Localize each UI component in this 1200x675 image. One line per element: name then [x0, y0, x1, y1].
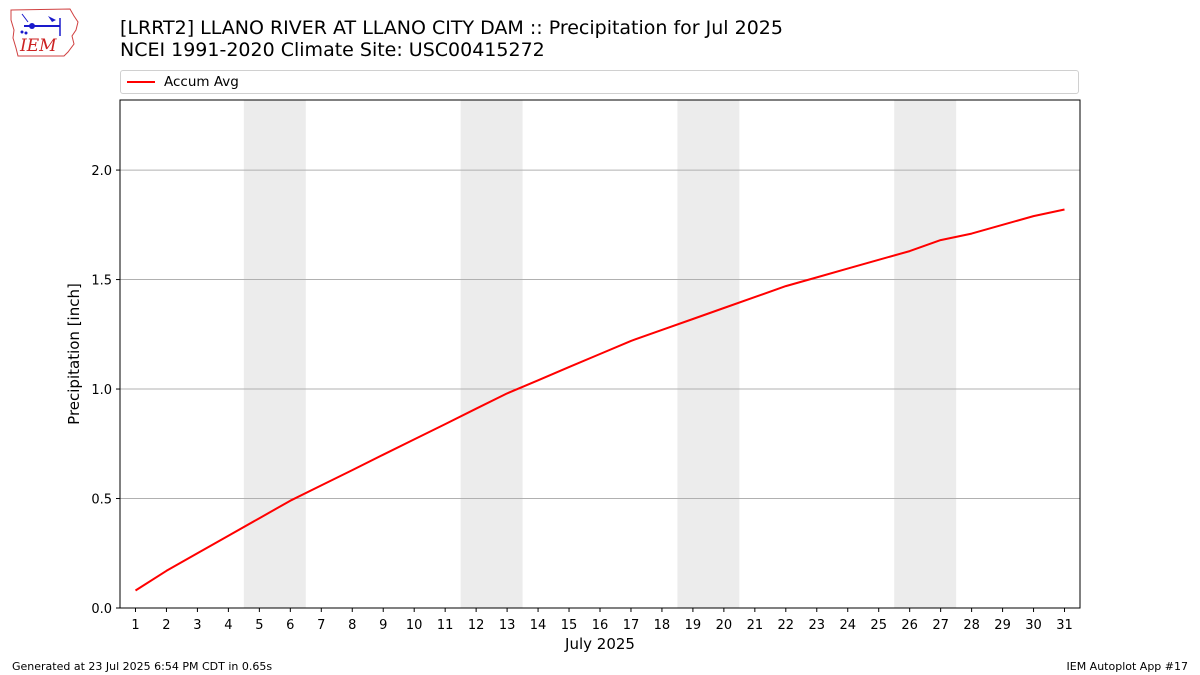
- x-tick-label: 25: [870, 618, 887, 633]
- x-axis-label: July 2025: [564, 635, 635, 653]
- x-tick-label: 11: [437, 618, 454, 633]
- x-tick-label: 6: [286, 618, 294, 633]
- logo-text: IEM: [19, 36, 57, 56]
- weekend-band: [677, 100, 740, 608]
- legend-label: Accum Avg: [164, 74, 239, 90]
- y-tick-label: 0.5: [91, 493, 112, 508]
- app-id-text: IEM Autoplot App #17: [1066, 660, 1189, 673]
- x-tick-label: 8: [348, 618, 356, 633]
- x-tick-label: 1: [131, 618, 139, 633]
- y-axis-label: Precipitation [inch]: [65, 283, 83, 425]
- x-tick-label: 26: [901, 618, 918, 633]
- x-tick-label: 31: [1056, 618, 1073, 633]
- x-tick-label: 28: [963, 618, 980, 633]
- x-tick-label: 9: [379, 618, 387, 633]
- y-tick-label: 2.0: [91, 164, 112, 179]
- weekend-band: [894, 100, 957, 608]
- y-tick-label: 1.5: [91, 274, 112, 289]
- x-tick-label: 22: [778, 618, 795, 633]
- iem-logo: IEM: [8, 6, 80, 58]
- x-tick-label: 4: [224, 618, 232, 633]
- x-tick-label: 7: [317, 618, 325, 633]
- weekend-band: [460, 100, 523, 608]
- generated-text: Generated at 23 Jul 2025 6:54 PM CDT in …: [12, 660, 273, 673]
- x-tick-label: 27: [932, 618, 949, 633]
- legend: Accum Avg: [120, 70, 1079, 94]
- x-tick-label: 21: [747, 618, 764, 633]
- legend-swatch: [127, 81, 155, 83]
- weekend-bands: [243, 100, 957, 608]
- x-tick-label: 2: [162, 618, 170, 633]
- weekend-band: [243, 100, 306, 608]
- y-tick-label: 0.0: [91, 602, 112, 617]
- x-tick-label: 30: [1025, 618, 1042, 633]
- x-tick-label: 17: [623, 618, 640, 633]
- series-line-accum-avg: [134, 208, 1065, 592]
- iem-iowa-logo-icon: IEM: [10, 8, 79, 57]
- x-tick-label: 13: [499, 618, 516, 633]
- x-tick-label: 12: [468, 618, 485, 633]
- grid-lines: [120, 169, 1080, 500]
- title-line-1: [LRRT2] LLANO RIVER AT LLANO CITY DAM ::…: [120, 17, 783, 39]
- x-tick-label: 3: [193, 618, 201, 633]
- x-tick-label: 16: [592, 618, 609, 633]
- x-tick-label: 14: [530, 618, 547, 633]
- x-tick-label: 15: [561, 618, 578, 633]
- x-tick-label: 19: [685, 618, 702, 633]
- x-axis: 1 2 3 4 5 6 7 8 9 10 11 12 13 14 15 16 17 18 19 20 21 22 23 24 2…: [131, 608, 1073, 633]
- y-axis: 0.0 0.5 1.0 1.5 2.0: [91, 164, 120, 617]
- chart-title: [LRRT2] LLANO RIVER AT LLANO CITY DAM ::…: [120, 17, 783, 61]
- series-layer: [134, 208, 1065, 592]
- x-tick-label: 24: [839, 618, 856, 633]
- x-tick-label: 23: [809, 618, 826, 633]
- x-tick-label: 10: [406, 618, 423, 633]
- x-tick-label: 20: [716, 618, 733, 633]
- x-tick-label: 18: [654, 618, 671, 633]
- title-line-2: NCEI 1991-2020 Climate Site: USC00415272: [120, 39, 545, 61]
- y-tick-label: 1.0: [91, 383, 112, 398]
- x-tick-label: 29: [994, 618, 1011, 633]
- x-tick-label: 5: [255, 618, 263, 633]
